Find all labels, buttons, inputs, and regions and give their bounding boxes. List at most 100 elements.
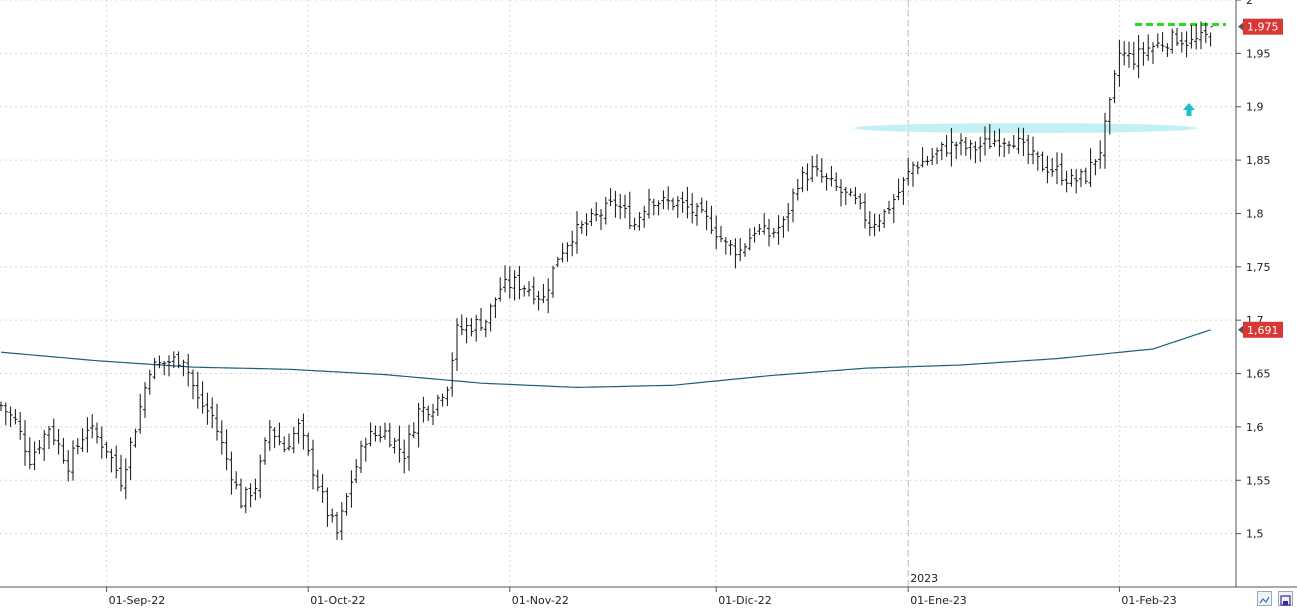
ohlc-bar — [306, 432, 311, 456]
ohlc-bar — [421, 396, 426, 423]
ohlc-bar — [800, 166, 805, 193]
x-tick-label: 01-Nov-22 — [512, 594, 569, 607]
ohlc-bar — [1131, 41, 1136, 70]
ohlc-bar — [656, 200, 661, 216]
ohlc-bar — [75, 438, 80, 455]
ohlc-bar — [771, 228, 776, 238]
ohlc-bar — [618, 193, 623, 219]
ohlc-bar — [858, 193, 863, 210]
chart-grid — [0, 0, 1236, 587]
ohlc-bar — [637, 212, 642, 231]
ohlc-bar — [315, 469, 320, 492]
ohlc-bar — [66, 450, 71, 482]
save-icon — [1280, 595, 1291, 606]
ohlc-bar — [1064, 170, 1069, 193]
ohlc-bar — [531, 276, 536, 305]
ohlc-bar — [1151, 42, 1155, 64]
year-label: 2023 — [910, 572, 938, 585]
ohlc-bar — [747, 228, 752, 251]
x-tick-label: 01-Ene-23 — [910, 594, 967, 607]
ohlc-bar — [200, 381, 205, 414]
ohlc-bar — [1098, 140, 1103, 169]
ohlc-bar — [1170, 28, 1175, 54]
ohlc-bar — [325, 487, 330, 527]
ohlc-bar — [1136, 34, 1141, 78]
ohlc-bar — [666, 186, 671, 210]
ohlc-bar — [944, 135, 949, 157]
ohlc-bar — [1184, 31, 1189, 58]
ohlc-bar — [983, 126, 987, 156]
y-tick-label: 2 — [1246, 0, 1253, 7]
save-button[interactable] — [1278, 591, 1293, 606]
ohlc-bar — [0, 401, 3, 411]
ohlc-bar — [704, 200, 709, 231]
ohlc-bar — [954, 141, 959, 160]
ohlc-bar — [440, 393, 445, 407]
ohlc-bar — [51, 418, 56, 446]
ohlc-bar — [95, 422, 99, 444]
ohlc-bar — [373, 425, 378, 442]
ohlc-bar — [296, 418, 301, 444]
ohlc-bar — [829, 165, 834, 187]
ohlc-bar — [589, 208, 594, 226]
ohlc-bar — [1074, 169, 1079, 194]
ohlc-bar — [1179, 31, 1184, 53]
ohlc-bar — [431, 403, 435, 426]
x-tick-label: 01-Oct-22 — [310, 594, 365, 607]
y-tick-label: 1,5 — [1246, 528, 1264, 541]
ohlc-bar — [1199, 21, 1203, 50]
ohlc-bar — [939, 141, 944, 161]
ohlc-bar — [503, 265, 507, 293]
ohlc-bar — [450, 352, 455, 397]
ohlc-bar — [603, 196, 608, 225]
ohlc-bar — [411, 422, 416, 439]
ohlc-bar — [162, 360, 167, 376]
ohlc-bar — [445, 386, 450, 407]
ohlc-bar — [776, 215, 781, 245]
ohlc-bar — [378, 425, 383, 443]
ohlc-bar — [363, 437, 368, 462]
ohlc-bar — [195, 371, 200, 409]
ohlc-bar — [997, 128, 1002, 157]
ohlc-bar — [243, 486, 248, 514]
ohlc-bar — [786, 202, 791, 232]
ohlc-bar — [815, 154, 819, 177]
ohlc-bar — [27, 437, 32, 470]
ohlc-bar — [37, 440, 42, 455]
ohlc-bar — [1055, 152, 1059, 185]
zoom-button[interactable] — [1257, 591, 1272, 606]
ohlc-bar — [762, 213, 767, 235]
last-price-tag-pointer — [1238, 22, 1243, 31]
ohlc-bar — [56, 428, 61, 455]
ohlc-bar — [407, 424, 411, 471]
ohlc-bar — [392, 437, 397, 454]
ohlc-bar — [695, 202, 699, 226]
x-tick-label: 01-Dic-22 — [718, 594, 772, 607]
ohlc-bar — [1040, 151, 1045, 172]
ohlc-bar — [805, 163, 810, 191]
ohlc-bar — [253, 478, 258, 501]
ohlc-bar — [344, 493, 349, 516]
y-tick-label: 1,6 — [1246, 421, 1264, 434]
ohlc-bar — [104, 442, 109, 459]
ohlc-bar — [1093, 159, 1098, 176]
ohlc-bar — [311, 439, 315, 490]
ohlc-bar — [320, 474, 325, 503]
ma-price-tag-bg — [1243, 321, 1283, 338]
ohlc-bar — [301, 413, 306, 450]
ohlc-bar — [1031, 136, 1035, 165]
ohlc-bar — [872, 213, 877, 237]
ohlc-bar — [901, 177, 906, 205]
ohlc-bar — [719, 225, 723, 243]
ohlc-bar — [1117, 39, 1122, 87]
ohlc-bar — [181, 359, 186, 377]
ohlc-bar — [488, 303, 493, 332]
ohlc-bar — [483, 319, 488, 338]
ohlc-bar — [123, 458, 128, 500]
ohlc-bar — [613, 190, 618, 218]
ohlc-bar — [498, 277, 503, 302]
ohlc-bar — [882, 209, 887, 229]
ohlc-bar — [920, 147, 925, 168]
ohlc-bar — [714, 215, 719, 250]
ohlc-bar — [887, 200, 891, 215]
